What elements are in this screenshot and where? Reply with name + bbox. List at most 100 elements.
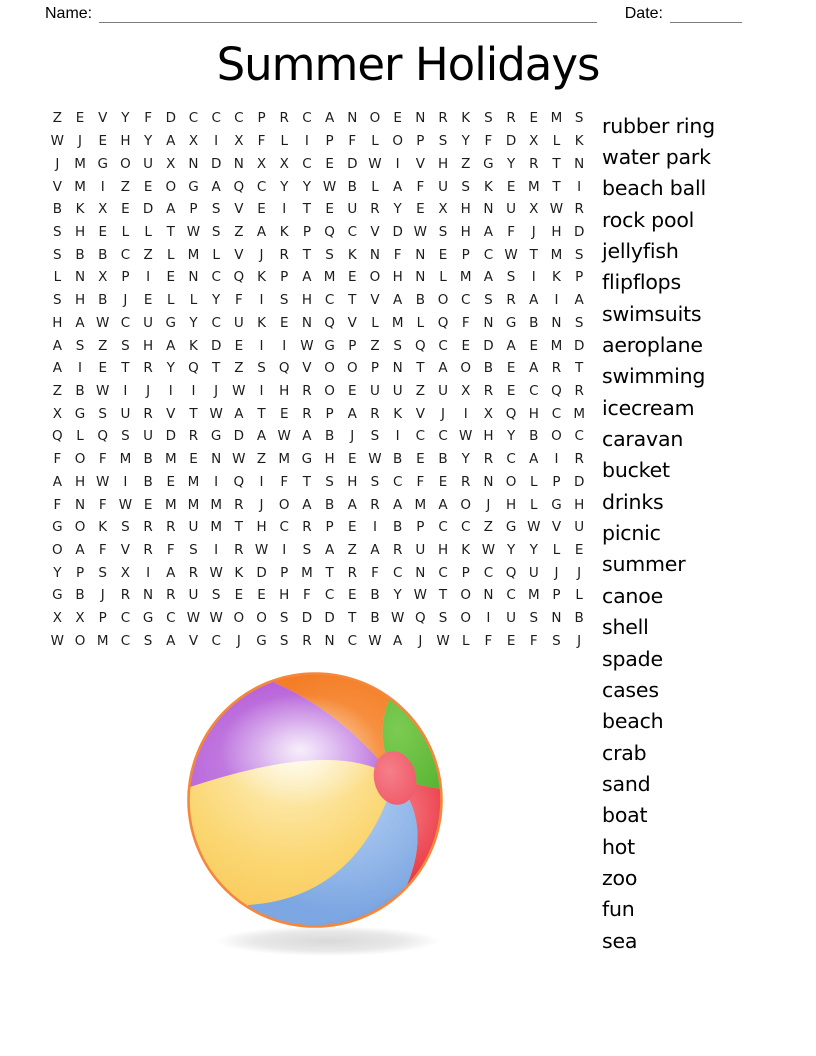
grid-letter: F: [53, 496, 62, 513]
grid-letter: E: [348, 269, 357, 286]
grid-letter: S: [574, 110, 584, 127]
grid-letter: I: [214, 542, 219, 559]
grid-letter: J: [418, 632, 423, 649]
grid-letter: O: [369, 269, 381, 286]
grid-letter: Z: [256, 451, 267, 468]
grid-letter: O: [165, 178, 177, 195]
grid-letter: L: [189, 292, 198, 309]
grid-letter: C: [506, 451, 516, 468]
ball-rim: [187, 672, 443, 928]
grid-letter: J: [259, 246, 264, 263]
grid-letter: D: [573, 473, 585, 490]
grid-letter: E: [234, 337, 244, 354]
grid-letter: N: [188, 155, 199, 172]
grid-letter: E: [166, 473, 176, 490]
grid-letter: F: [303, 587, 311, 604]
grid-letter: I: [259, 382, 264, 399]
grid-letter: B: [98, 292, 108, 309]
grid-letter: C: [302, 155, 312, 172]
grid-letter: X: [483, 405, 494, 422]
grid-letter: S: [53, 292, 62, 309]
grid-letter: S: [98, 564, 107, 581]
grid-letter: E: [348, 519, 357, 536]
grid-letter: I: [100, 178, 105, 195]
grid-letter: J: [146, 382, 151, 399]
grid-letter: T: [166, 223, 175, 240]
grid-letter: B: [347, 178, 357, 195]
grid-letter: M: [301, 564, 313, 581]
grid-letter: N: [574, 155, 585, 172]
grid-letter: W: [504, 246, 518, 263]
grid-letter: P: [575, 269, 584, 286]
grid-letter: V: [234, 201, 244, 218]
grid-letter: U: [143, 428, 154, 445]
grid-letter: U: [233, 314, 244, 331]
word-list-item: drinks: [602, 489, 664, 514]
grid-letter: I: [395, 428, 400, 445]
grid-letter: J: [531, 223, 536, 240]
grid-letter: K: [461, 542, 471, 559]
grid-letter: B: [75, 587, 85, 604]
grid-letter: P: [280, 564, 289, 581]
grid-letter: I: [146, 269, 151, 286]
grid-letter: E: [438, 246, 448, 263]
grid-letter: R: [392, 542, 403, 559]
grid-letter: F: [371, 564, 379, 581]
grid-letter: K: [98, 519, 108, 536]
grid-letter: T: [348, 610, 357, 627]
grid-letter: T: [348, 292, 357, 309]
grid-letter: R: [347, 564, 357, 581]
grid-letter: E: [529, 337, 539, 354]
grid-letter: W: [300, 337, 314, 354]
grid-letter: W: [50, 133, 65, 150]
grid-letter: P: [75, 564, 85, 581]
grid-letter: R: [506, 110, 516, 127]
grid-letter: L: [121, 223, 130, 240]
grid-letter: Y: [461, 451, 470, 468]
grid-letter: W: [459, 428, 473, 445]
grid-letter: C: [166, 610, 176, 627]
grid-letter: S: [325, 246, 334, 263]
grid-letter: A: [483, 269, 494, 286]
word-list-item: caravan: [602, 427, 684, 452]
grid-letter: A: [234, 405, 244, 422]
grid-letter: K: [257, 314, 266, 331]
grid-letter: U: [438, 178, 448, 195]
grid-letter: Z: [483, 519, 494, 536]
grid-letter: V: [52, 178, 62, 195]
grid-letter: M: [527, 178, 540, 195]
grid-letter: S: [574, 246, 584, 263]
grid-letter: O: [460, 610, 472, 627]
grid-letter: B: [143, 451, 153, 468]
word-list-item: rubber ring: [602, 113, 715, 138]
grid-letter: R: [234, 496, 244, 513]
grid-letter: L: [371, 314, 379, 331]
grid-letter: W: [50, 632, 65, 649]
grid-letter: E: [166, 269, 176, 286]
grid-letter: Y: [393, 201, 402, 218]
grid-letter: C: [211, 632, 221, 649]
grid-letter: B: [393, 519, 403, 536]
grid-letter: W: [254, 542, 269, 559]
grid-letter: H: [301, 292, 312, 309]
grid-letter: L: [371, 178, 379, 195]
grid-letter: M: [210, 496, 222, 513]
grid-letter: W: [549, 201, 564, 218]
grid-letter: A: [370, 542, 380, 559]
grid-letter: A: [52, 337, 62, 354]
grid-letter: C: [438, 519, 448, 536]
grid-letter: H: [574, 496, 585, 513]
grid-letter: E: [257, 587, 266, 604]
word-list-item: water park: [602, 145, 711, 170]
grid-letter: M: [391, 314, 404, 331]
grid-letter: G: [210, 428, 222, 445]
grid-letter: L: [167, 246, 175, 263]
grid-letter: W: [209, 564, 223, 581]
grid-letter: T: [234, 519, 243, 536]
grid-letter: M: [187, 473, 200, 490]
grid-letter: C: [438, 564, 448, 581]
grid-letter: A: [393, 632, 403, 649]
grid-letter: D: [324, 610, 335, 627]
grid-letter: I: [78, 360, 83, 377]
grid-letter: C: [529, 382, 539, 399]
